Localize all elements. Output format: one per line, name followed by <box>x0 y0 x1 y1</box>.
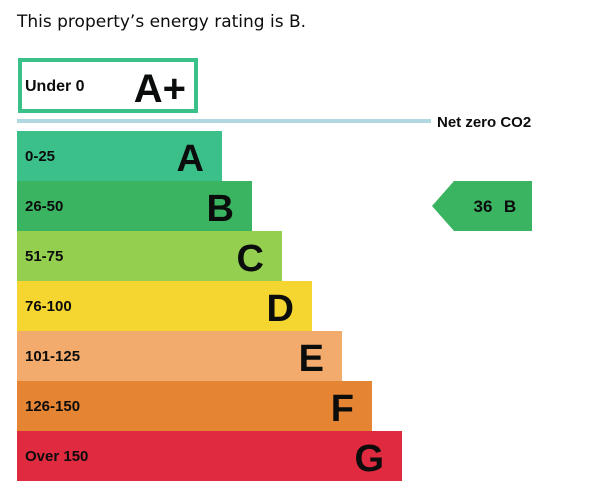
current-rating-letter: B <box>504 197 516 216</box>
band-bar <box>17 181 252 231</box>
band-range-label: 0-25 <box>25 148 55 165</box>
band-range-label: 76-100 <box>25 298 72 315</box>
band-letter: F <box>331 388 354 430</box>
band-letter: C <box>237 238 264 280</box>
band-letter: D <box>267 288 294 330</box>
band-letter: E <box>299 338 324 380</box>
band-range-label: 26-50 <box>25 198 63 215</box>
intro-text: This property’s energy rating is B. <box>17 12 307 32</box>
band-bar <box>17 331 342 381</box>
band-letter: A+ <box>134 67 186 111</box>
band-range-label: 101-125 <box>25 348 80 365</box>
net-zero-label: Net zero CO2 <box>437 114 531 131</box>
current-rating-arrow <box>432 181 532 231</box>
band-bar <box>17 431 402 481</box>
band-bar <box>17 381 372 431</box>
band-letter: G <box>354 438 384 480</box>
band-range-label: 51-75 <box>25 248 63 265</box>
band-bar <box>17 281 312 331</box>
band-letter: B <box>207 188 234 230</box>
band-letter: A <box>177 138 204 180</box>
band-bar <box>17 231 282 281</box>
band-range-label: 126-150 <box>25 398 80 415</box>
band-outline-a-plus <box>18 58 198 113</box>
current-rating-score: 36 <box>474 197 493 216</box>
band-bar <box>17 131 222 181</box>
band-range-label: Under 0 <box>25 78 85 95</box>
net-zero-line <box>17 119 431 123</box>
band-range-label: Over 150 <box>25 448 88 465</box>
